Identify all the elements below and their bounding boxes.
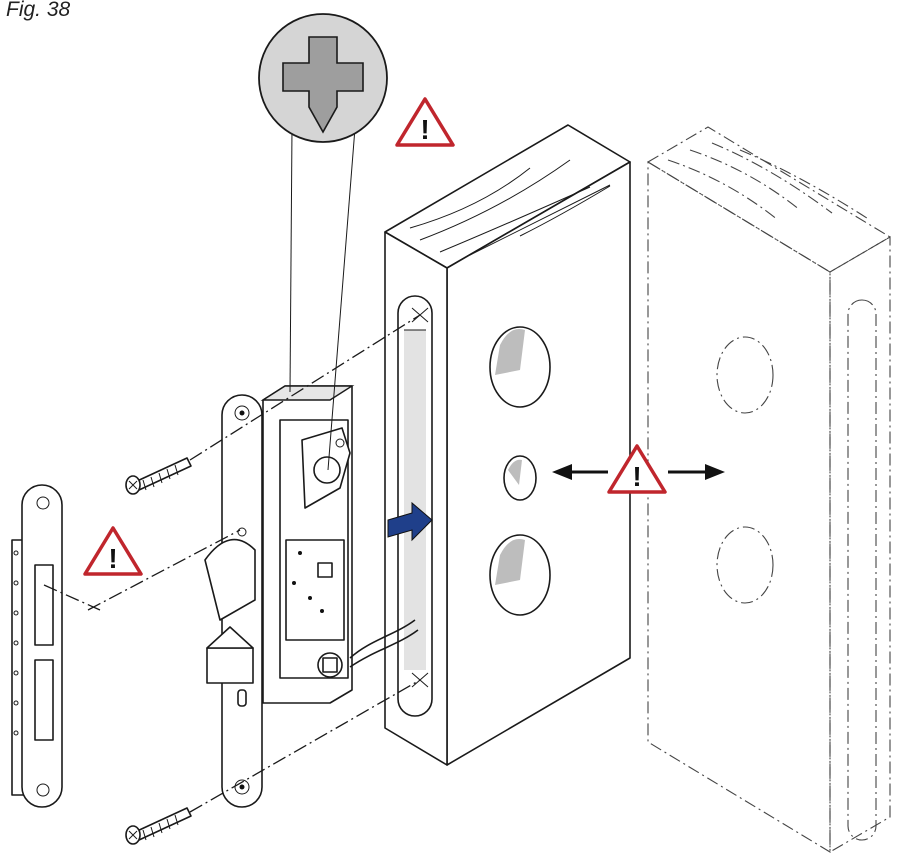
warning-triangle-icon: ! xyxy=(607,444,667,494)
figure-caption: Fig. 38 xyxy=(6,0,71,21)
warning-triangle-icon: ! xyxy=(395,97,455,147)
warning-glyph: ! xyxy=(108,543,117,574)
screw-bottom xyxy=(125,807,192,845)
blue-arrow-icon xyxy=(387,501,433,542)
screw-top xyxy=(125,457,192,495)
phillips-cross-icon xyxy=(258,13,388,471)
double-arrow-icon xyxy=(552,464,725,480)
lock-body xyxy=(260,385,433,704)
warning-glyph: ! xyxy=(632,461,641,492)
warning-glyph: ! xyxy=(420,114,429,145)
faceplate xyxy=(204,394,263,808)
alignment-lines xyxy=(43,307,429,813)
door-edge-alternate-position xyxy=(646,126,892,853)
warning-triangle-icon: ! xyxy=(83,526,143,576)
strike-plate xyxy=(11,484,63,808)
door-edge xyxy=(384,124,631,766)
